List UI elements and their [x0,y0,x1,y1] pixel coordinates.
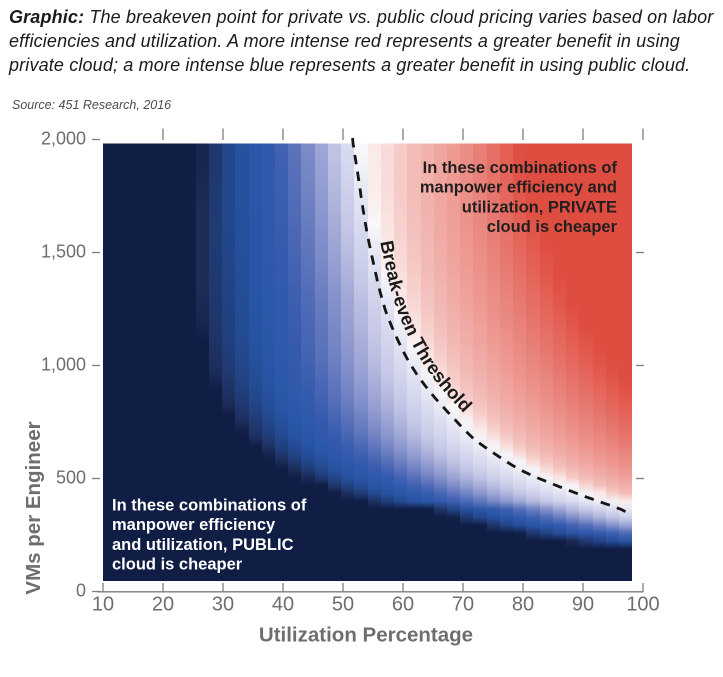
svg-text:80: 80 [512,594,534,616]
svg-text:and utilization, PUBLIC: and utilization, PUBLIC [112,536,294,554]
svg-text:60: 60 [392,594,414,616]
svg-text:1,000: 1,000 [41,355,86,375]
svg-text:1,500: 1,500 [41,242,86,262]
svg-text:0: 0 [76,581,86,601]
svg-text:In these combinations of: In these combinations of [112,497,307,515]
svg-text:cloud is cheaper: cloud is cheaper [112,556,243,574]
svg-text:10: 10 [92,594,114,616]
svg-text:100: 100 [626,594,659,616]
svg-text:cloud is cheaper: cloud is cheaper [487,218,618,236]
svg-text:In these combinations of: In these combinations of [423,159,618,177]
svg-text:50: 50 [332,594,354,616]
svg-text:2,000: 2,000 [41,129,86,149]
svg-text:30: 30 [212,594,234,616]
svg-text:20: 20 [152,594,174,616]
svg-text:500: 500 [56,468,86,488]
svg-text:90: 90 [572,594,594,616]
svg-text:Utilization Percentage: Utilization Percentage [259,624,473,647]
svg-text:manpower efficiency: manpower efficiency [112,516,276,534]
svg-text:70: 70 [452,594,474,616]
svg-text:VMs per Engineer: VMs per Engineer [22,421,45,594]
svg-text:manpower efficiency and: manpower efficiency and [420,179,617,197]
svg-text:utilization, PRIVATE: utilization, PRIVATE [462,198,617,216]
svg-text:40: 40 [272,594,294,616]
